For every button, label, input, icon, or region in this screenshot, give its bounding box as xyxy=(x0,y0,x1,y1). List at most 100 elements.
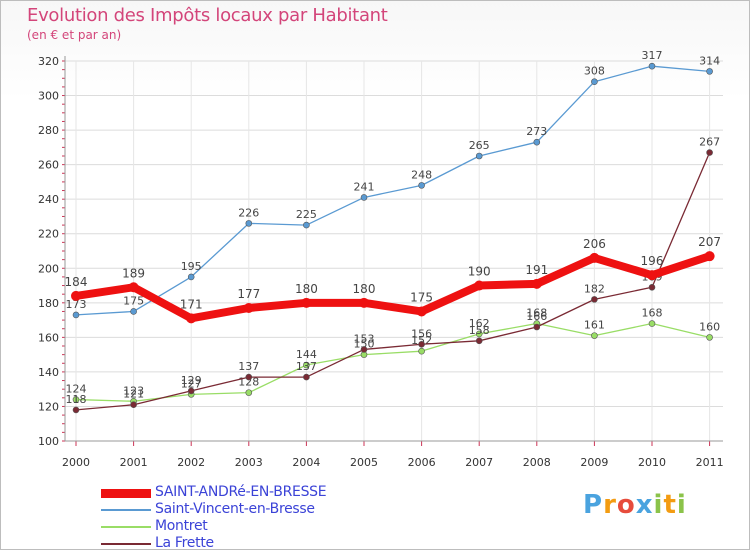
data-label: 144 xyxy=(296,348,317,361)
logo-letter: o xyxy=(616,490,636,520)
data-label: 184 xyxy=(65,275,88,289)
data-label: 137 xyxy=(296,360,317,373)
x-tick-label: 2009 xyxy=(580,456,608,469)
data-point xyxy=(360,194,368,201)
data-point xyxy=(245,389,253,396)
data-label: 124 xyxy=(66,383,87,396)
data-point xyxy=(72,406,80,414)
data-point xyxy=(301,297,312,308)
data-point xyxy=(130,401,137,409)
chart-title: Evolution des Impôts locaux par Habitant xyxy=(27,5,388,26)
x-tick-label: 2010 xyxy=(638,456,666,469)
data-label: 226 xyxy=(238,206,259,219)
data-label: 137 xyxy=(238,360,259,373)
data-point xyxy=(533,138,541,146)
data-label: 175 xyxy=(410,290,433,304)
x-tick-label: 2004 xyxy=(292,456,320,469)
data-label: 150 xyxy=(354,338,375,351)
data-label: 195 xyxy=(181,260,202,273)
data-point xyxy=(531,278,542,289)
logo-letter: i xyxy=(653,490,664,520)
data-label: 156 xyxy=(411,327,432,340)
x-tick-label: 2002 xyxy=(177,456,205,469)
data-point xyxy=(591,332,598,339)
data-point xyxy=(416,306,427,317)
data-point xyxy=(72,396,80,403)
legend-swatch xyxy=(101,509,151,511)
x-tick-label: 2007 xyxy=(465,456,493,469)
x-tick-label: 2005 xyxy=(350,456,378,469)
data-point xyxy=(187,387,195,395)
legend-label: Saint-Vincent-en-Bresse xyxy=(155,501,315,517)
data-point xyxy=(187,273,195,281)
data-label: 190 xyxy=(468,265,491,279)
data-label: 168 xyxy=(526,307,547,320)
data-label: 273 xyxy=(526,125,547,138)
y-tick-label: 300 xyxy=(38,90,59,103)
data-point xyxy=(359,297,369,308)
data-point xyxy=(706,149,713,156)
data-point xyxy=(243,303,254,313)
x-tick-label: 2011 xyxy=(696,456,724,469)
series-line xyxy=(75,151,711,411)
data-label: 162 xyxy=(469,317,490,330)
y-tick-label: 220 xyxy=(38,228,59,241)
data-point xyxy=(72,311,80,319)
legend-label: La Frette xyxy=(155,535,214,551)
data-label: 241 xyxy=(354,180,375,193)
x-tick-label: 2008 xyxy=(523,456,551,469)
data-point xyxy=(533,323,541,331)
y-tick-label: 260 xyxy=(38,159,59,172)
data-point xyxy=(474,280,485,291)
data-label: 118 xyxy=(66,393,87,406)
logo-letter: i xyxy=(676,490,687,520)
y-tick-label: 240 xyxy=(38,193,59,206)
data-label: 267 xyxy=(699,136,720,149)
proxiti-logo: Proxiti xyxy=(583,490,687,520)
y-tick-label: 160 xyxy=(38,331,59,344)
data-point xyxy=(648,320,656,327)
data-label: 265 xyxy=(469,139,490,152)
data-label: 248 xyxy=(411,168,432,181)
data-point xyxy=(71,290,81,301)
y-tick-label: 120 xyxy=(38,400,59,413)
data-label: 180 xyxy=(353,282,376,296)
x-tick-label: 2003 xyxy=(235,456,263,469)
data-label: 225 xyxy=(296,208,317,221)
data-point xyxy=(475,152,483,160)
chart-subtitle: (en € et par an) xyxy=(27,28,122,42)
legend-swatch xyxy=(101,543,151,545)
legend-swatch xyxy=(101,488,151,498)
data-label: 153 xyxy=(354,332,375,345)
data-point xyxy=(648,283,656,291)
data-label: 189 xyxy=(122,266,145,280)
data-point xyxy=(475,337,483,345)
data-label: 166 xyxy=(526,310,547,323)
data-label: 308 xyxy=(584,65,605,78)
data-point xyxy=(704,251,715,262)
y-tick-label: 180 xyxy=(38,297,59,310)
logo-letter: x xyxy=(635,490,654,520)
data-point xyxy=(245,373,253,381)
y-tick-label: 280 xyxy=(38,124,59,137)
data-point xyxy=(706,334,713,341)
data-point xyxy=(591,296,598,303)
series-line xyxy=(72,252,714,323)
logo-letter: P xyxy=(583,490,604,520)
data-label: 207 xyxy=(698,235,721,249)
x-tick-label: 2000 xyxy=(62,456,90,469)
data-point xyxy=(418,347,425,355)
data-label: 314 xyxy=(699,54,720,67)
y-tick-label: 320 xyxy=(38,55,59,68)
data-point xyxy=(360,346,368,353)
data-point xyxy=(706,68,713,75)
data-point xyxy=(591,78,598,86)
data-label: 173 xyxy=(66,298,87,311)
logo-letter: t xyxy=(663,490,677,520)
data-label: 161 xyxy=(584,319,605,332)
data-point xyxy=(303,373,310,381)
data-label: 158 xyxy=(469,324,490,337)
y-tick-label: 100 xyxy=(38,435,59,448)
data-label: 121 xyxy=(123,388,144,401)
